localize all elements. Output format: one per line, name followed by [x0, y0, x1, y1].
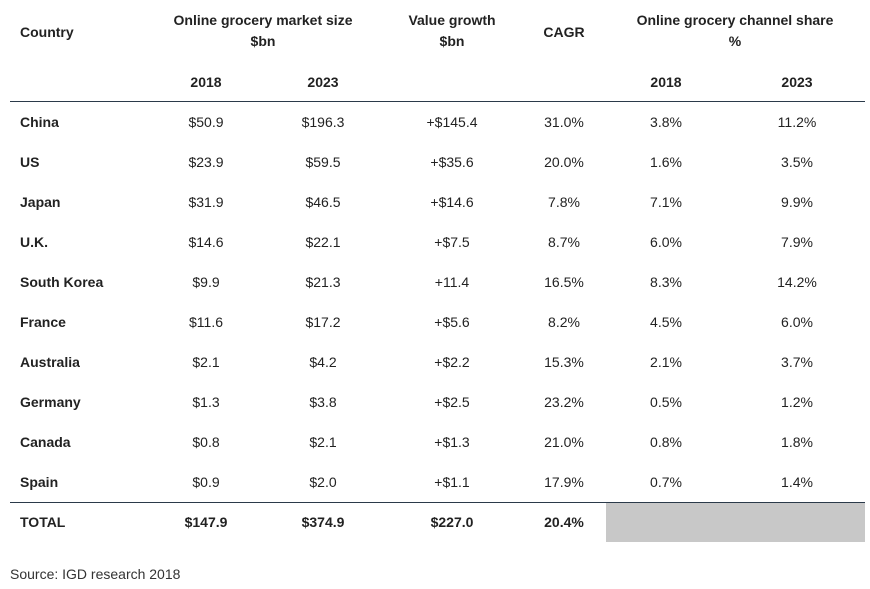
table-cell: 7.1% — [650, 194, 682, 210]
table-cell: 1.2% — [781, 394, 813, 410]
row-country: Canada — [20, 434, 71, 450]
table-cell: 1.4% — [781, 474, 813, 490]
table-cell: $46.5 — [305, 194, 341, 210]
table-cell: 0.7% — [650, 474, 682, 490]
row-country: Spain — [20, 474, 59, 490]
header-cagr: CAGR — [543, 24, 585, 40]
header-year: 2023 — [307, 74, 339, 90]
row-country: South Korea — [20, 274, 104, 290]
total-label: TOTAL — [20, 514, 66, 530]
table-cell: 1.8% — [781, 434, 813, 450]
header-market-size-unit: $bn — [250, 33, 276, 49]
table-cell: 8.7% — [548, 234, 580, 250]
table-cell: $31.9 — [188, 194, 224, 210]
header-country: Country — [20, 24, 74, 40]
table-cell: $22.1 — [305, 234, 341, 250]
table-cell: +$35.6 — [430, 154, 474, 170]
table-cell: +$5.6 — [434, 314, 470, 330]
header-channel-share-title: Online grocery channel share — [636, 12, 834, 28]
table-cell: $23.9 — [188, 154, 224, 170]
total-cell: $147.9 — [184, 514, 228, 530]
header-channel-share: Online grocery channel share % — [637, 10, 834, 52]
table-cell: 7.9% — [781, 234, 813, 250]
table-cell: $14.6 — [188, 234, 224, 250]
header-value-growth-title: Value growth — [408, 12, 496, 28]
table-cell: +$145.4 — [426, 114, 478, 130]
table-cell: $0.8 — [192, 434, 220, 450]
table-cell: $1.3 — [192, 394, 220, 410]
table-cell: $21.3 — [305, 274, 341, 290]
row-country: China — [20, 114, 59, 130]
total-divider — [10, 502, 865, 503]
header-market-size-title: Online grocery market size — [173, 12, 353, 28]
table-cell: 17.9% — [544, 474, 584, 490]
row-country: Japan — [20, 194, 61, 210]
row-country: Germany — [20, 394, 81, 410]
row-country: US — [20, 154, 40, 170]
table-cell: 3.8% — [650, 114, 682, 130]
table-cell: $2.0 — [309, 474, 337, 490]
row-country: France — [20, 314, 66, 330]
source-note: Source: IGD research 2018 — [10, 566, 181, 582]
total-share-placeholder — [606, 503, 865, 542]
header-year: 2018 — [190, 74, 222, 90]
table-cell: +$2.5 — [434, 394, 470, 410]
table-cell: 14.2% — [777, 274, 817, 290]
table-cell: +$14.6 — [430, 194, 474, 210]
table-cell: $196.3 — [301, 114, 345, 130]
table-cell: 9.9% — [781, 194, 813, 210]
table-cell: 15.3% — [544, 354, 584, 370]
table-cell: $2.1 — [309, 434, 337, 450]
table-cell: 8.3% — [650, 274, 682, 290]
table-cell: +11.4 — [434, 274, 470, 290]
header-year: 2018 — [650, 74, 682, 90]
table-cell: +$1.3 — [434, 434, 470, 450]
table-cell: +$7.5 — [434, 234, 470, 250]
table-cell: 1.6% — [650, 154, 682, 170]
table-cell: 0.5% — [650, 394, 682, 410]
table-cell: 4.5% — [650, 314, 682, 330]
table-cell: +$2.2 — [434, 354, 470, 370]
row-country: U.K. — [20, 234, 48, 250]
table-cell: 21.0% — [544, 434, 584, 450]
table-cell: $17.2 — [305, 314, 341, 330]
table-cell: 7.8% — [548, 194, 580, 210]
total-cell: $374.9 — [301, 514, 345, 530]
header-channel-share-unit: % — [728, 33, 742, 49]
table-cell: $3.8 — [309, 394, 337, 410]
table-cell: 31.0% — [544, 114, 584, 130]
table-cell: 11.2% — [777, 114, 817, 130]
table-cell: 23.2% — [544, 394, 584, 410]
table-cell: 20.0% — [544, 154, 584, 170]
table-cell: 3.5% — [781, 154, 813, 170]
table-cell: $2.1 — [192, 354, 220, 370]
table-cell: 0.8% — [650, 434, 682, 450]
total-cell: $227.0 — [430, 514, 474, 530]
table-cell: $9.9 — [192, 274, 220, 290]
table-cell: 3.7% — [781, 354, 813, 370]
header-value-growth-unit: $bn — [439, 33, 465, 49]
header-year: 2023 — [781, 74, 813, 90]
header-market-size: Online grocery market size $bn — [174, 10, 353, 52]
table-cell: +$1.1 — [434, 474, 470, 490]
total-cell: 20.4% — [544, 514, 584, 530]
row-country: Australia — [20, 354, 80, 370]
table-cell: 16.5% — [544, 274, 584, 290]
table-cell: 8.2% — [548, 314, 580, 330]
table-cell: 2.1% — [650, 354, 682, 370]
table-cell: 6.0% — [650, 234, 682, 250]
table-cell: $50.9 — [188, 114, 224, 130]
header-divider — [10, 101, 865, 102]
table-cell: $4.2 — [309, 354, 337, 370]
header-value-growth: Value growth $bn — [408, 10, 495, 52]
table-cell: 6.0% — [781, 314, 813, 330]
table-cell: $11.6 — [189, 314, 223, 330]
table-cell: $0.9 — [192, 474, 220, 490]
table-cell: $59.5 — [305, 154, 341, 170]
